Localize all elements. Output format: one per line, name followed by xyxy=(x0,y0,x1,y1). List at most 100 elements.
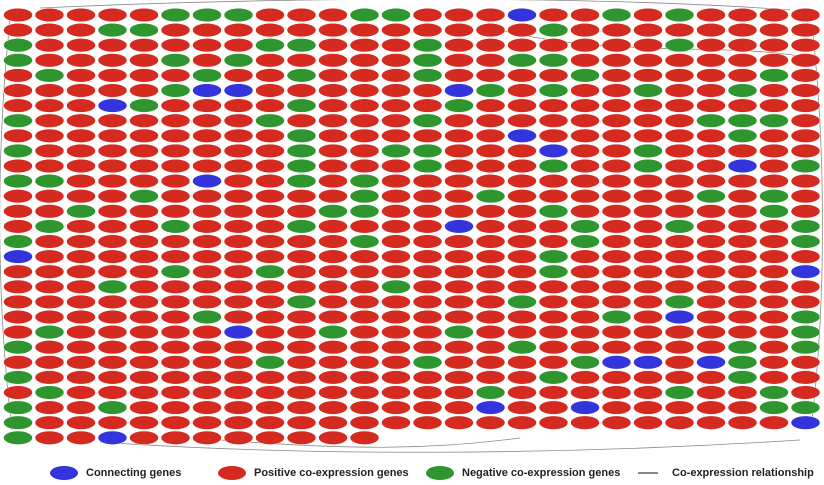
gene-node xyxy=(160,264,191,279)
gene-node xyxy=(381,174,411,189)
gene-node xyxy=(381,400,411,415)
gene-node xyxy=(601,400,632,415)
gene-node xyxy=(223,98,254,113)
gene-node xyxy=(790,249,821,264)
gene-node xyxy=(727,264,758,279)
gene-node xyxy=(601,370,632,385)
gene-node xyxy=(475,189,506,204)
gene-node xyxy=(286,174,317,189)
gene-node xyxy=(160,219,191,234)
gene-node xyxy=(475,234,506,249)
gene-node xyxy=(633,113,663,128)
gene-node xyxy=(475,294,506,309)
gene-node xyxy=(129,113,159,128)
gene-node xyxy=(129,68,159,83)
gene-node xyxy=(66,370,96,385)
gene-node xyxy=(790,158,821,174)
gene-node xyxy=(255,53,285,68)
gene-node xyxy=(97,174,128,189)
gene-node xyxy=(601,143,632,158)
gene-node xyxy=(381,325,411,340)
gene-node xyxy=(192,189,222,204)
gene-node xyxy=(475,204,506,219)
gene-node xyxy=(790,325,821,340)
gene-node xyxy=(444,234,474,249)
gene-node xyxy=(34,189,65,204)
gene-node xyxy=(601,68,632,83)
gene-node xyxy=(475,415,506,430)
gene-node xyxy=(3,234,33,249)
gene-node xyxy=(192,294,222,309)
gene-node xyxy=(3,38,33,53)
gene-node xyxy=(3,279,33,294)
gene-node xyxy=(664,340,695,355)
gene-node xyxy=(349,113,380,128)
gene-node xyxy=(412,415,443,430)
gene-node xyxy=(633,415,663,430)
gene-node xyxy=(349,264,380,279)
gene-node xyxy=(66,38,96,53)
gene-node xyxy=(3,143,33,158)
gene-node xyxy=(129,38,159,53)
gene-node xyxy=(286,204,317,219)
gene-node xyxy=(286,370,317,385)
gene-node xyxy=(664,279,695,294)
gene-node xyxy=(664,98,695,113)
gene-node xyxy=(97,158,128,174)
gene-node xyxy=(507,83,537,98)
gene-node xyxy=(727,325,758,340)
gene-node xyxy=(570,68,600,83)
gene-node xyxy=(286,249,317,264)
gene-node xyxy=(570,204,600,219)
gene-node xyxy=(255,128,285,143)
gene-node xyxy=(223,370,254,385)
gene-node xyxy=(727,400,758,415)
gene-node xyxy=(318,128,348,143)
gene-node xyxy=(696,400,726,415)
gene-node xyxy=(444,38,474,53)
legend-label: Positive co-expression genes xyxy=(254,467,409,479)
gene-node xyxy=(538,340,569,355)
gene-node xyxy=(538,204,569,219)
gene-node xyxy=(318,189,348,204)
gene-node xyxy=(412,189,443,204)
gene-node xyxy=(160,174,191,189)
gene-node xyxy=(444,355,474,370)
gene-node xyxy=(97,340,128,355)
gene-node xyxy=(255,309,285,325)
gene-node xyxy=(570,400,600,415)
gene-node xyxy=(192,53,222,68)
gene-node xyxy=(790,7,821,23)
gene-node xyxy=(475,23,506,38)
gene-node xyxy=(192,204,222,219)
gene-node xyxy=(223,128,254,143)
gene-node xyxy=(255,340,285,355)
gene-node xyxy=(97,279,128,294)
gene-node xyxy=(475,219,506,234)
gene-node xyxy=(696,68,726,83)
gene-node xyxy=(664,385,695,400)
gene-node xyxy=(223,113,254,128)
gene-node xyxy=(66,340,96,355)
gene-node xyxy=(34,158,65,174)
gene-node xyxy=(507,128,537,143)
gene-node xyxy=(412,279,443,294)
gene-node xyxy=(507,204,537,219)
gene-node xyxy=(160,204,191,219)
gene-node xyxy=(223,309,254,325)
gene-node xyxy=(160,385,191,400)
gene-node xyxy=(160,294,191,309)
gene-node xyxy=(538,7,569,23)
gene-node xyxy=(255,174,285,189)
gene-node xyxy=(664,128,695,143)
gene-node xyxy=(444,189,474,204)
gene-node xyxy=(318,113,348,128)
gene-node xyxy=(538,249,569,264)
gene-node xyxy=(3,249,33,264)
gene-node xyxy=(507,294,537,309)
gene-node xyxy=(727,249,758,264)
gene-node xyxy=(412,234,443,249)
gene-node xyxy=(633,249,663,264)
gene-node xyxy=(318,325,348,340)
